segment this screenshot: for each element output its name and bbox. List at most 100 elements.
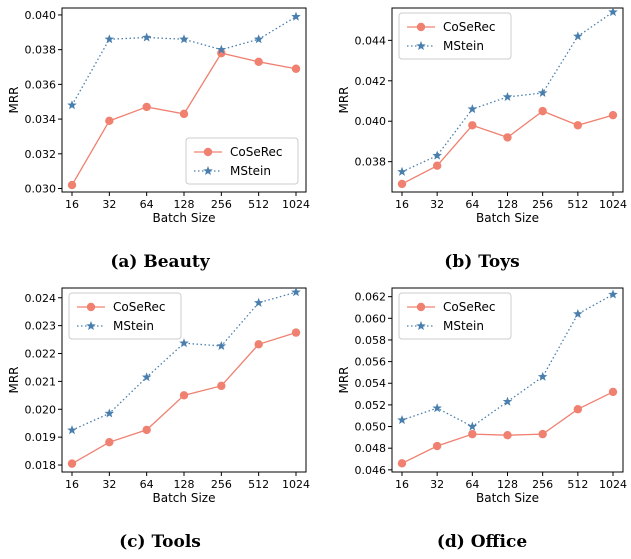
y-tick-label: 0.052 [355,399,387,412]
point-mstein [141,372,152,382]
chart-toys: 0.038 0.040 0.042 0.044 16 32 64 128 256 512 1024 B… [337,7,627,225]
point-mstein [291,11,301,21]
point-mstein [104,34,115,44]
point-coserec [573,121,583,130]
chart-tools: 0.018 0.019 0.020 0.021 0.022 0.023 0.024 16 32 6… [7,287,310,505]
legend-label-coserec: CoSeRec [443,300,496,314]
x-tick-label: 64 [465,198,479,211]
point-mstein [502,91,513,102]
x-tick-label: 64 [140,198,154,211]
caption-toys: (b) Toys [444,252,520,272]
legend: CoSeRec MStein [398,12,512,60]
point-mstein [253,34,264,44]
point-mstein [179,338,189,348]
point-mstein [253,297,264,307]
y-tick-label: 0.038 [355,156,387,169]
point-mstein [104,408,115,418]
x-tick-label: 128 [497,478,518,491]
x-tick-label: 64 [465,478,479,491]
legend-box [185,137,299,185]
point-coserec [503,133,512,142]
point-coserec [142,102,151,112]
point-coserec [608,387,618,397]
y-axis-label: MRR [7,86,21,113]
point-mstein [67,100,77,110]
y-tick-label: 0.054 [355,377,387,390]
legend-label-mstein: MStein [113,319,154,333]
point-coserec [254,340,263,349]
point-coserec [67,459,77,468]
y-tick-label: 0.058 [355,334,387,347]
x-tick-label: 512 [567,478,588,491]
point-coserec [179,391,189,400]
point-coserec [397,459,407,468]
x-tick-label: 32 [102,478,116,491]
x-tick-label: 512 [248,478,269,491]
x-tick-label: 1024 [282,478,310,491]
point-coserec [397,179,407,189]
y-tick-label: 0.046 [355,464,387,477]
y-axis-label: MRR [7,366,21,393]
point-mstein [141,32,152,42]
legend-marker-mstein [203,166,213,176]
y-tick-label: 0.034 [25,113,57,126]
point-mstein [608,289,618,299]
x-tick-label: 512 [248,198,269,211]
x-tick-label: 256 [532,478,553,491]
legend-label-mstein: MStein [443,319,484,333]
point-mstein [397,166,407,176]
x-tick-label: 1024 [282,198,310,211]
x-tick-label: 1024 [599,198,627,211]
caption-office: (d) Office [436,532,528,552]
y-axis-label: MRR [337,366,351,393]
point-mstein [432,150,442,160]
x-tick-label: 64 [140,478,154,491]
point-coserec [432,161,442,170]
x-tick-label: 16 [65,198,79,211]
y-tick-label: 0.040 [25,9,57,22]
x-tick-label: 128 [174,198,195,211]
point-mstein [216,340,227,351]
x-axis-label: Batch Size [476,211,539,225]
legend-label-mstein: MStein [230,164,271,178]
point-mstein [608,7,618,17]
x-axis-label: Batch Size [476,491,539,505]
y-tick-label: 0.040 [355,115,387,128]
x-tick-label: 128 [497,198,518,211]
point-coserec [291,328,301,337]
chart-office: 0.046 0.048 0.050 0.052 0.054 0.056 0.058 0.060… [337,287,627,505]
x-tick-label: 512 [567,198,588,211]
point-mstein [179,34,189,44]
legend-marker-mstein [416,41,426,51]
y-tick-label: 0.030 [25,183,57,196]
point-mstein [537,87,548,97]
legend-label-coserec: CoSeRec [113,300,166,314]
y-tick-label: 0.024 [25,292,57,305]
point-coserec [105,437,114,447]
legend-box [398,292,512,340]
point-mstein [432,403,442,413]
y-tick-label: 0.048 [355,442,387,455]
point-coserec [573,405,583,414]
legend: CoSeRec MStein [185,137,299,185]
legend-marker-coserec [203,147,213,157]
x-axis-label: Batch Size [153,211,216,225]
point-mstein [397,415,407,425]
point-mstein [467,104,478,114]
y-tick-label: 0.023 [25,320,57,333]
point-mstein [537,371,548,381]
point-coserec [503,431,512,440]
point-mstein [573,308,583,319]
x-tick-label: 32 [430,198,444,211]
point-coserec [538,429,547,439]
y-tick-label: 0.018 [25,459,57,472]
point-coserec [179,109,189,119]
point-coserec [142,425,151,435]
x-tick-label: 16 [395,478,409,491]
x-tick-label: 16 [395,198,409,211]
x-tick-label: 1024 [599,478,627,491]
legend-marker-coserec [86,302,96,312]
x-tick-label: 32 [430,478,444,491]
point-coserec [217,381,226,391]
